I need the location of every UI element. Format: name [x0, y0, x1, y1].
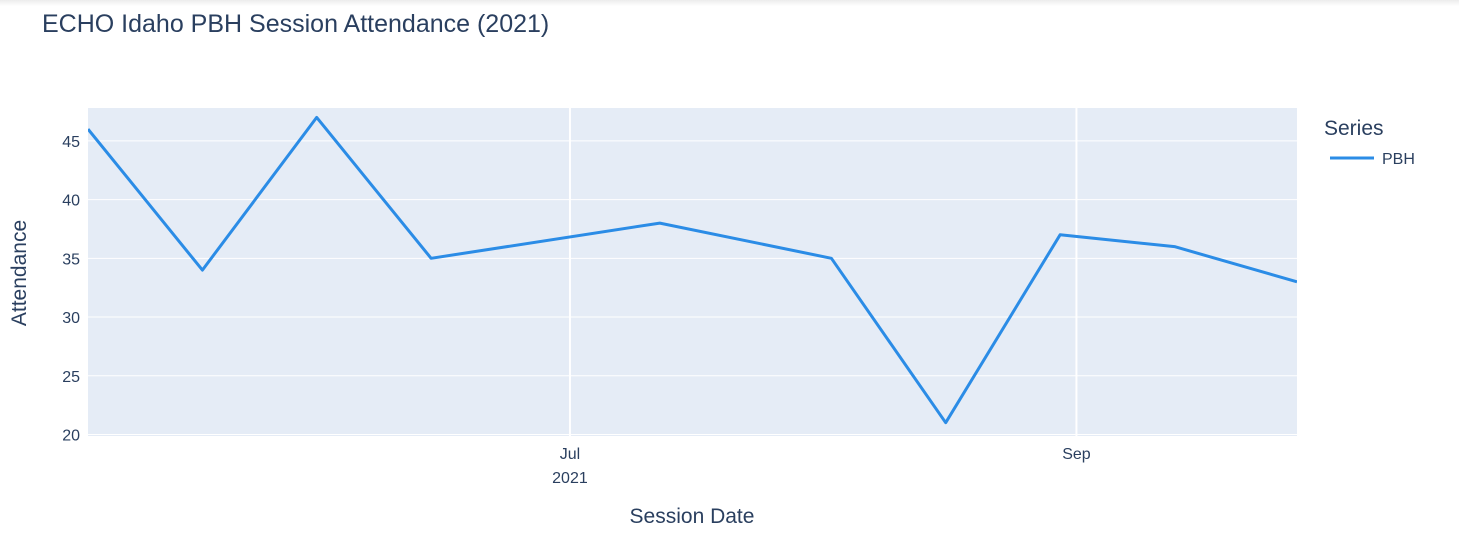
- y-axis-title: Attendance: [8, 220, 31, 326]
- x-tick-label: Sep: [1062, 446, 1091, 463]
- y-tick-label: 45: [62, 134, 80, 151]
- legend-label-pbh[interactable]: PBH: [1382, 151, 1415, 168]
- legend-title: Series: [1324, 117, 1384, 140]
- top-shadow: [0, 0, 1459, 6]
- line-layer: [88, 115, 1297, 425]
- y-tick-label: 20: [62, 427, 80, 444]
- chart-title: ECHO Idaho PBH Session Attendance (2021): [42, 10, 550, 38]
- x-tick-label: Jul: [560, 446, 580, 463]
- y-tick-label: 35: [62, 251, 80, 268]
- x-tick-sublabel: 2021: [552, 470, 588, 487]
- x-axis-title: Session Date: [630, 505, 755, 528]
- y-tick-label: 40: [62, 193, 80, 210]
- y-tick-label: 25: [62, 369, 80, 386]
- plot-background: [88, 108, 1297, 438]
- tick-layer: 20 25 30 35 40 45 Jul 2021 Sep: [62, 134, 1091, 487]
- grid-layer: [88, 108, 1297, 438]
- legend[interactable]: Series PBH: [1324, 117, 1415, 168]
- y-tick-label: 30: [62, 310, 80, 327]
- series-line-pbh[interactable]: [88, 115, 1297, 425]
